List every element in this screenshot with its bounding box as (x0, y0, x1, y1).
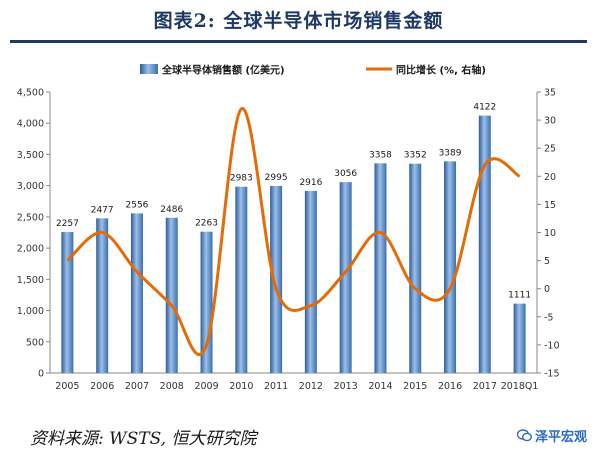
x-tick-label: 2007 (125, 381, 149, 392)
left-tick-label: 2,500 (17, 212, 44, 223)
bar (478, 115, 491, 373)
right-tick-label: 25 (544, 144, 556, 155)
x-tick-label: 2005 (55, 381, 79, 392)
x-tick-label: 2012 (299, 381, 323, 392)
data-label: 4122 (473, 103, 496, 113)
bar (270, 185, 283, 373)
bar (235, 186, 248, 373)
data-label: 3056 (334, 169, 357, 179)
figure-title: 图表2: 全球半导体市场销售金额 (153, 10, 444, 32)
x-tick-label: 2016 (438, 381, 462, 392)
x-tick-label: 2015 (403, 381, 427, 392)
left-tick-label: 4,000 (17, 119, 44, 130)
right-tick-label: 30 (544, 116, 556, 127)
x-tick-label: 2014 (368, 381, 392, 392)
bar (409, 163, 422, 373)
legend: 全球半导体销售额 (亿美元) 同比增长 (%, 右轴) (140, 64, 486, 77)
data-label: 2556 (126, 200, 149, 210)
bar (61, 232, 74, 373)
data-label: 2263 (195, 219, 218, 229)
source-note: 资料来源: WSTS, 恒大研究院 (30, 429, 257, 449)
data-label: 2995 (265, 173, 288, 183)
x-tick-label: 2010 (229, 381, 253, 392)
legend-bar-label: 全球半导体销售额 (亿美元) (161, 64, 285, 77)
right-tick-label: 35 (544, 88, 556, 99)
right-tick-label: 15 (544, 200, 556, 211)
left-tick-label: 1,000 (17, 306, 44, 317)
left-tick-label: 3,500 (17, 150, 44, 161)
bar (444, 161, 457, 373)
wechat-icon (516, 429, 532, 442)
data-label: 3352 (404, 151, 427, 161)
data-label: 3358 (369, 150, 392, 160)
growth-line (66, 107, 521, 356)
bar (96, 218, 109, 373)
left-tick-label: 1,500 (17, 275, 44, 286)
x-tick-label: 2006 (90, 381, 114, 392)
right-tick-label: 0 (544, 284, 550, 295)
left-tick-label: 3,000 (17, 181, 44, 192)
legend-bar-swatch (140, 64, 158, 74)
left-tick-label: 0 (38, 369, 44, 380)
bar (513, 303, 526, 373)
bar (374, 163, 387, 373)
x-tick-label: 2013 (334, 381, 358, 392)
axes: 0 500 1,000 1,500 2,000 2,500 3,000 3,500 4,000 4… (17, 88, 560, 393)
data-label: 3389 (439, 148, 462, 158)
bar (165, 217, 178, 373)
data-label: 1111 (508, 291, 531, 301)
legend-line-label: 同比增长 (%, 右轴) (396, 64, 486, 77)
data-label: 2916 (299, 178, 322, 188)
right-tick-label: 20 (544, 172, 556, 183)
bar (304, 190, 317, 373)
watermark: 泽平宏观 (516, 426, 587, 445)
watermark-text: 泽平宏观 (534, 430, 587, 445)
right-tick-label: -5 (544, 312, 553, 323)
data-label: 2486 (160, 205, 183, 215)
x-tick-label: 2011 (264, 381, 288, 392)
x-tick-label: 2008 (160, 381, 184, 392)
x-tick-label: 2009 (194, 381, 218, 392)
left-tick-label: 500 (26, 337, 44, 348)
data-label: 2477 (91, 205, 114, 215)
bar (339, 182, 352, 373)
data-label: 2983 (230, 174, 253, 184)
x-tick-label: 2017 (473, 381, 497, 392)
right-tick-label: 5 (544, 256, 550, 267)
bar-series (61, 115, 526, 373)
title-rule (10, 40, 587, 43)
bar (130, 213, 143, 373)
right-tick-label: -10 (544, 340, 560, 351)
data-label: 2257 (56, 219, 79, 229)
left-tick-label: 2,000 (17, 244, 44, 255)
chart-area: 0 500 1,000 1,500 2,000 2,500 3,000 3,500 4,000 4… (17, 64, 560, 393)
right-tick-label: 10 (544, 228, 556, 239)
x-tick-label: 2018Q1 (501, 381, 539, 392)
data-labels: 2257 2477 2556 2486 2263 2983 2995 2916 3056 3358… (56, 103, 531, 301)
line-series (66, 107, 521, 356)
right-tick-label: -15 (544, 369, 560, 380)
left-tick-label: 4,500 (17, 88, 44, 99)
